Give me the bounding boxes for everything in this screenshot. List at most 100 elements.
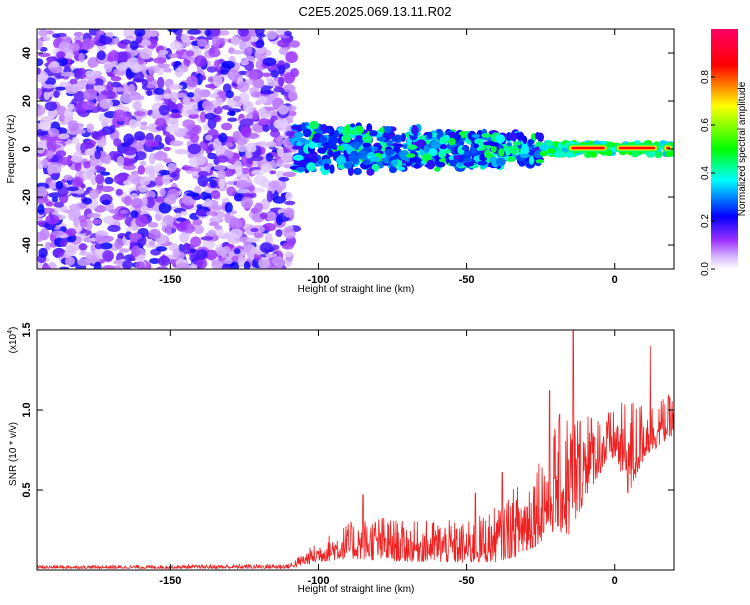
spectrogram-blob [257, 95, 268, 104]
spectrogram-blob [176, 221, 188, 232]
spectrogram-blob [205, 134, 213, 141]
spectrogram-blob [52, 230, 65, 236]
spectrogram-blob [262, 72, 271, 78]
colorbar-tick-label: 0.6 [700, 118, 711, 132]
spectrogram-blob [123, 180, 132, 186]
spectrogram-blob [39, 120, 51, 131]
spectrogram-blob [207, 229, 216, 237]
spectrogram-blob [426, 159, 435, 170]
spectrogram-blob [232, 130, 242, 142]
spectrogram-blob [283, 207, 295, 218]
spectrogram-blob [283, 72, 296, 84]
spectrogram-blob [186, 109, 200, 115]
spectrogram-blob [113, 138, 122, 147]
spectrogram-blob [73, 31, 84, 37]
spectrogram-blob [157, 76, 165, 89]
spectrogram-blob [224, 256, 234, 265]
spectrogram-blob [207, 152, 218, 160]
spectrogram-blob [240, 196, 253, 209]
spectrogram-blob [195, 249, 208, 260]
spectrogram-blob [57, 133, 70, 140]
spectrogram-blob [426, 131, 433, 139]
spectrogram-blob [55, 86, 66, 91]
spectrogram-blob [148, 67, 155, 75]
spectrogram-blob [519, 152, 530, 159]
spectrogram-blob [37, 38, 43, 50]
spectrogram-blob [63, 108, 74, 120]
spectrogram-blob [509, 145, 519, 155]
spectrogram-blob [411, 125, 419, 135]
spectrogram-blob [37, 198, 45, 205]
spectrogram-blob [123, 133, 135, 146]
spectrogram-blob [308, 141, 316, 149]
spectrogram-blob [391, 135, 401, 143]
spectrogram-blob [37, 186, 48, 198]
spectrogram-blob [67, 120, 79, 132]
spectrogram-blob [159, 188, 166, 197]
spectrogram-blob [127, 174, 141, 184]
spectrogram-blob [208, 221, 220, 227]
spectrogram-blob [153, 57, 167, 64]
spectrogram-blob [439, 144, 448, 150]
spectrogram-blob [54, 248, 65, 257]
spectrogram-blob [269, 129, 281, 138]
spectrogram-blob [197, 170, 209, 177]
spectrogram-ytick-label: 20 [21, 95, 33, 107]
spectrogram-blob [75, 142, 83, 153]
spectrogram-blob [237, 81, 250, 92]
spectrogram-blob [113, 260, 123, 265]
spectrogram-blob [139, 48, 152, 60]
spectrogram-blob [134, 131, 146, 141]
spectrogram-blob [565, 151, 574, 158]
spectrogram-blob [43, 90, 51, 100]
spectrogram-blob [148, 228, 161, 240]
spectrogram-blob [218, 30, 230, 36]
spectrogram-blob [194, 55, 207, 67]
spectrogram-blob [250, 91, 262, 98]
spectrogram-blob [139, 176, 151, 186]
spectrogram-blob [535, 132, 541, 140]
snr-ytick-label: 1.0 [21, 402, 33, 417]
spectrogram-blob [141, 79, 148, 87]
spectrogram-blob [95, 173, 105, 185]
spectrogram-blob [463, 162, 475, 167]
spectrogram-blob [448, 155, 454, 161]
spectrogram-blob [92, 219, 102, 225]
spectrogram-blob [226, 186, 236, 197]
spectrogram-blob [210, 215, 222, 223]
spectrogram-blob [266, 141, 277, 148]
spectrogram-blob [266, 190, 273, 203]
spectrogram-blob [215, 155, 229, 163]
spectrogram-blob [130, 210, 139, 219]
spectrogram-blob [73, 36, 83, 42]
spectrogram-blob [535, 159, 545, 164]
spectrogram-blob [187, 29, 201, 35]
spectrogram-blob [113, 87, 127, 92]
spectrogram-blob [209, 93, 220, 99]
snr-multiplier: (x104) [7, 327, 19, 354]
spectrogram-blob [220, 249, 228, 259]
spectrogram-blob [262, 124, 270, 132]
spectrogram-blob [168, 84, 183, 90]
spectrogram-blob [100, 171, 111, 176]
spectrogram-blob [328, 135, 338, 146]
spectrogram-blob [91, 70, 103, 78]
spectrogram-blob [317, 147, 327, 154]
spectrogram-blob [399, 150, 410, 161]
spectrogram-blob [325, 128, 332, 134]
spectrogram-blob [236, 139, 247, 146]
spectrogram-blob [122, 260, 133, 269]
spectrogram-blob [60, 71, 75, 77]
spectrogram-blob [275, 229, 283, 237]
spectrogram-blob [252, 110, 259, 121]
spectrogram-blob [495, 134, 506, 144]
spectrogram-blob [273, 87, 285, 93]
spectrogram-blob [132, 100, 142, 110]
spectrogram-blob [233, 95, 242, 102]
spectrogram-blob [47, 163, 54, 176]
spectrogram-blob [45, 241, 52, 251]
spectrogram-blob [167, 29, 179, 33]
figure-title: C2E5.2025.069.13.11.R02 [299, 4, 452, 19]
spectrogram-blob [262, 57, 277, 67]
spectrogram-blob [229, 228, 243, 239]
